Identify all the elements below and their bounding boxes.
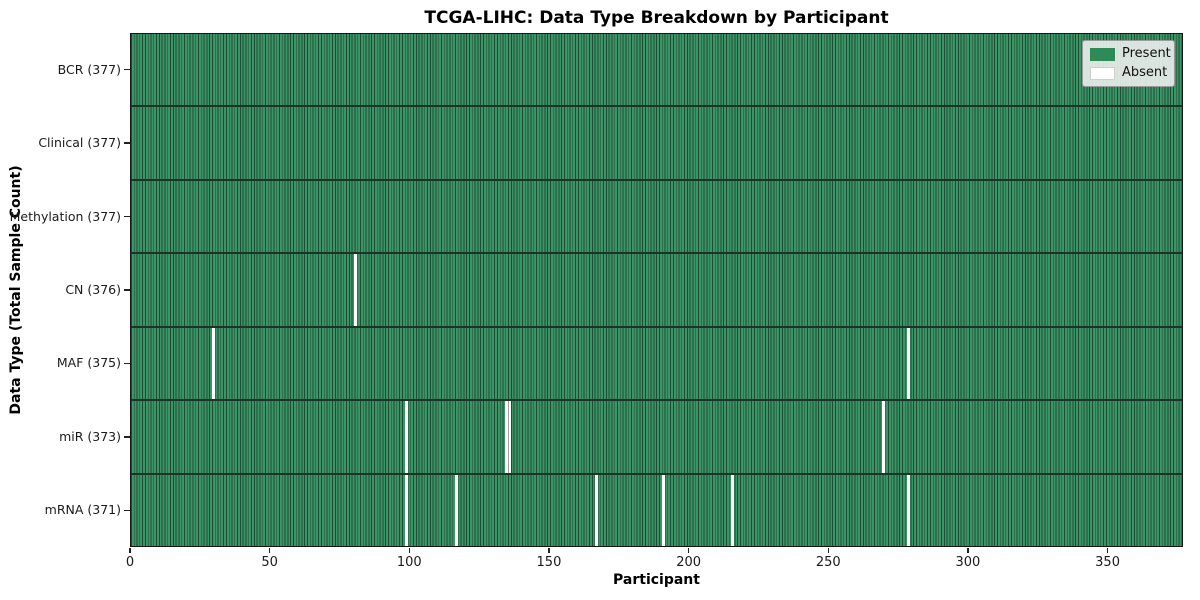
y-tick-label: BCR (377) <box>57 61 121 77</box>
y-tick-mark <box>124 509 130 511</box>
absent-marker <box>404 474 408 546</box>
absent-marker <box>354 254 358 326</box>
x-tick-mark <box>268 548 271 553</box>
plot-area <box>130 33 1183 547</box>
x-tick-mark <box>687 548 690 553</box>
y-tick-mark <box>124 289 130 291</box>
absent-marker <box>404 401 408 473</box>
x-tick-label: 50 <box>261 555 278 570</box>
y-tick-mark <box>124 142 130 144</box>
absent-marker <box>454 474 458 546</box>
y-tick-mark <box>124 436 130 438</box>
x-tick-label: 0 <box>125 555 135 570</box>
legend-label: Present <box>1122 46 1171 61</box>
x-tick-mark <box>408 548 410 553</box>
absent-marker <box>882 401 886 473</box>
heatmap-row-bcr <box>131 34 1182 106</box>
y-tick-mark <box>124 69 130 71</box>
legend-swatch-absent <box>1090 66 1115 80</box>
x-tick-mark <box>967 548 969 553</box>
x-tick-label: 300 <box>955 555 981 570</box>
heatmap-row-maf <box>131 325 1182 400</box>
heatmap-row-cn <box>131 252 1182 326</box>
y-tick-label: MAF (375) <box>56 355 121 371</box>
y-tick-label: miR (373) <box>59 428 121 444</box>
y-tick-mark <box>124 362 130 365</box>
x-tick-label: 350 <box>1095 555 1120 570</box>
legend-swatch-present <box>1090 47 1115 61</box>
x-axis-label: Participant <box>613 572 700 588</box>
chart-title: TCGA-LIHC: Data Type Breakdown by Partic… <box>424 8 889 28</box>
absent-marker <box>661 474 665 546</box>
legend: Present Absent <box>1082 40 1175 87</box>
absent-marker <box>507 401 511 473</box>
heatmap-row-mrna <box>131 472 1182 546</box>
legend-item-present: Present <box>1090 47 1171 61</box>
absent-marker <box>505 401 509 473</box>
x-tick-mark <box>827 548 829 553</box>
x-tick-label: 150 <box>536 555 562 570</box>
absent-marker <box>594 474 598 546</box>
heatmap-row-methylation <box>131 178 1182 253</box>
x-tick-label: 100 <box>396 555 422 570</box>
absent-marker <box>907 327 911 400</box>
absent-marker <box>907 474 911 546</box>
x-tick-mark <box>1106 548 1109 553</box>
heatmap-row-clinical <box>131 105 1182 179</box>
y-tick-mark <box>124 215 130 218</box>
y-tick-label: CN (376) <box>65 282 121 297</box>
x-tick-label: 250 <box>815 555 841 570</box>
legend-label: Absent <box>1122 65 1168 80</box>
y-tick-label: Methylation (377) <box>9 208 121 224</box>
y-tick-label: mRNA (371) <box>44 502 121 518</box>
x-tick-mark <box>129 548 131 553</box>
y-tick-label: Clinical (377) <box>38 135 121 151</box>
absent-marker <box>211 327 215 400</box>
x-tick-mark <box>548 548 550 553</box>
x-tick-label: 200 <box>676 555 702 570</box>
absent-marker <box>731 474 735 546</box>
heatmap-row-mir <box>131 399 1182 473</box>
legend-item-absent: Absent <box>1090 65 1168 80</box>
